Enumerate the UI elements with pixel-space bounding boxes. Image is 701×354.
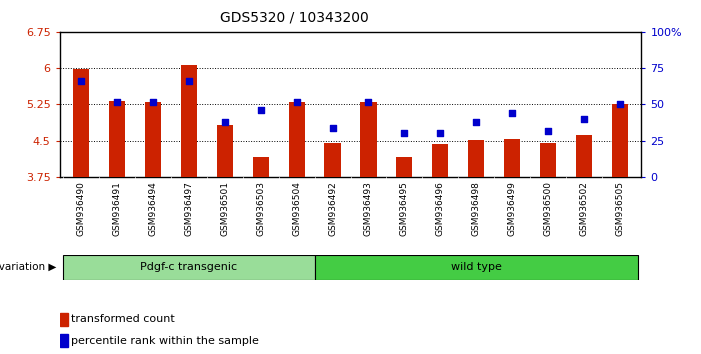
Point bbox=[147, 99, 158, 104]
Bar bbox=[181, 65, 197, 177]
Bar bbox=[289, 102, 305, 177]
Text: GSM936497: GSM936497 bbox=[184, 181, 193, 236]
Point bbox=[578, 116, 590, 122]
Bar bbox=[63, 255, 315, 280]
Text: Pdgf-c transgenic: Pdgf-c transgenic bbox=[140, 262, 238, 272]
Bar bbox=[360, 102, 376, 177]
Point bbox=[363, 99, 374, 104]
Text: GSM936503: GSM936503 bbox=[256, 181, 265, 236]
Bar bbox=[468, 140, 484, 177]
Text: genotype/variation ▶: genotype/variation ▶ bbox=[0, 262, 56, 272]
Point bbox=[327, 125, 338, 131]
Text: GSM936495: GSM936495 bbox=[400, 181, 409, 236]
Text: GSM936502: GSM936502 bbox=[580, 181, 588, 236]
Text: GDS5320 / 10343200: GDS5320 / 10343200 bbox=[220, 11, 369, 25]
Bar bbox=[576, 135, 592, 177]
Bar bbox=[252, 157, 268, 177]
Text: GSM936505: GSM936505 bbox=[615, 181, 625, 236]
Text: GSM936500: GSM936500 bbox=[543, 181, 552, 236]
Bar bbox=[325, 143, 341, 177]
Bar bbox=[315, 255, 638, 280]
Text: GSM936491: GSM936491 bbox=[113, 181, 121, 236]
Point bbox=[435, 131, 446, 136]
Point bbox=[507, 110, 518, 116]
Bar bbox=[109, 101, 125, 177]
Text: GSM936498: GSM936498 bbox=[472, 181, 481, 236]
Bar bbox=[504, 139, 520, 177]
Bar bbox=[433, 144, 449, 177]
Text: percentile rank within the sample: percentile rank within the sample bbox=[71, 336, 259, 346]
Bar bbox=[396, 157, 412, 177]
Point bbox=[183, 78, 194, 84]
Text: GSM936501: GSM936501 bbox=[220, 181, 229, 236]
Bar bbox=[73, 69, 89, 177]
Text: GSM936492: GSM936492 bbox=[328, 181, 337, 236]
Text: GSM936493: GSM936493 bbox=[364, 181, 373, 236]
Point bbox=[255, 107, 266, 113]
Bar bbox=[60, 334, 67, 347]
Point bbox=[399, 131, 410, 136]
Text: GSM936494: GSM936494 bbox=[149, 181, 158, 236]
Text: GSM936504: GSM936504 bbox=[292, 181, 301, 236]
Text: GSM936490: GSM936490 bbox=[76, 181, 86, 236]
Point bbox=[543, 128, 554, 133]
Point bbox=[470, 119, 482, 125]
Text: wild type: wild type bbox=[451, 262, 502, 272]
Bar bbox=[540, 143, 556, 177]
Point bbox=[614, 102, 625, 107]
Bar bbox=[60, 313, 67, 326]
Point bbox=[291, 99, 302, 104]
Point bbox=[219, 119, 231, 125]
Point bbox=[76, 78, 87, 84]
Bar bbox=[217, 125, 233, 177]
Text: GSM936499: GSM936499 bbox=[508, 181, 517, 236]
Point bbox=[111, 99, 123, 104]
Text: GSM936496: GSM936496 bbox=[436, 181, 445, 236]
Text: transformed count: transformed count bbox=[71, 314, 175, 325]
Bar bbox=[612, 104, 628, 177]
Bar bbox=[145, 102, 161, 177]
